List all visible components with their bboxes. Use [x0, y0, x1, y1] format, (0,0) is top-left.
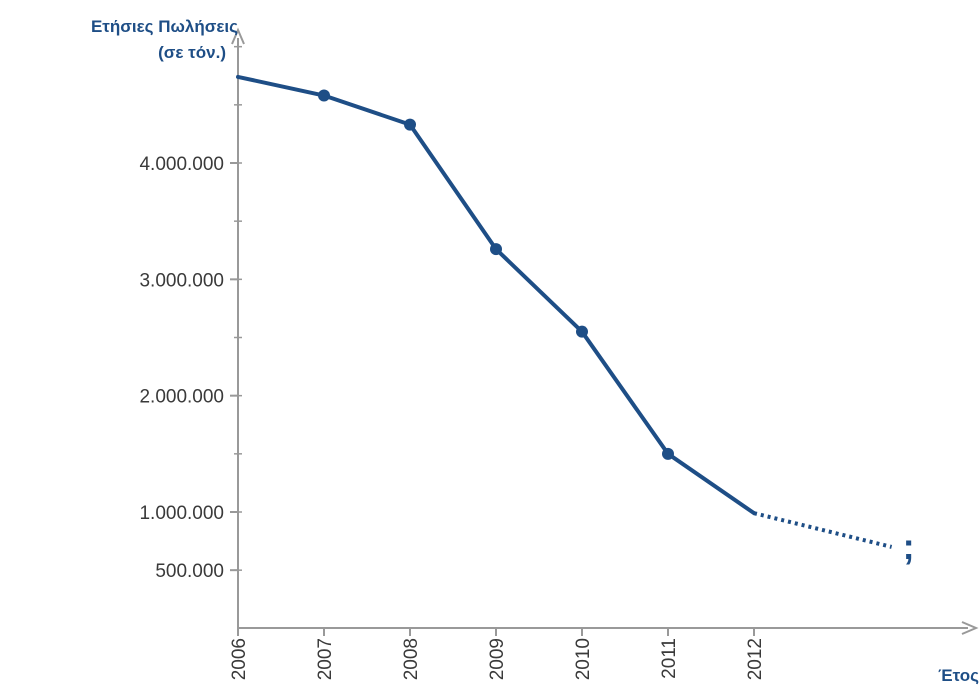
data-point-2007	[318, 89, 330, 102]
data-point-2010	[576, 325, 588, 338]
data-point-2009	[490, 243, 502, 256]
y-axis-title-line2: (σε τόν.)	[158, 43, 226, 62]
y-axis-arrow	[231, 27, 245, 45]
projection-line	[753, 511, 893, 549]
x-tick-label: 2007	[315, 638, 336, 680]
chart-axes	[231, 27, 979, 635]
projection-question-mark: ;	[903, 526, 915, 567]
y-axis-title-line1: Ετήσιες Πωλήσεις	[91, 17, 238, 36]
sales-line	[236, 74, 756, 516]
x-tick-label: 2008	[401, 638, 422, 680]
x-tick-label: 2006	[229, 638, 250, 680]
x-tick-label: 2011	[659, 638, 680, 679]
x-axis-arrow	[961, 621, 979, 635]
y-tick-label: 2.000.000	[139, 387, 224, 408]
x-tick-label: 2009	[487, 638, 508, 680]
y-tick-label: 1.000.000	[139, 503, 224, 524]
x-tick-label: 2010	[573, 638, 594, 680]
x-tick-label: 2012	[745, 638, 766, 680]
x-axis-ticks: 2006 2007 2008 2009 2010 2011 2012	[229, 628, 766, 680]
y-tick-label: 4.000.000	[139, 154, 224, 175]
series-group: ;	[236, 74, 915, 567]
data-point-2008	[404, 118, 416, 131]
x-axis-title: Έτος	[938, 666, 979, 685]
y-tick-label: 3.000.000	[139, 270, 224, 291]
y-tick-label: 500.000	[155, 561, 224, 582]
y-axis-ticks: 500.000 1.000.000 2.000.000 3.000.000 4.000.…	[139, 45, 242, 582]
data-point-2011	[662, 447, 674, 460]
